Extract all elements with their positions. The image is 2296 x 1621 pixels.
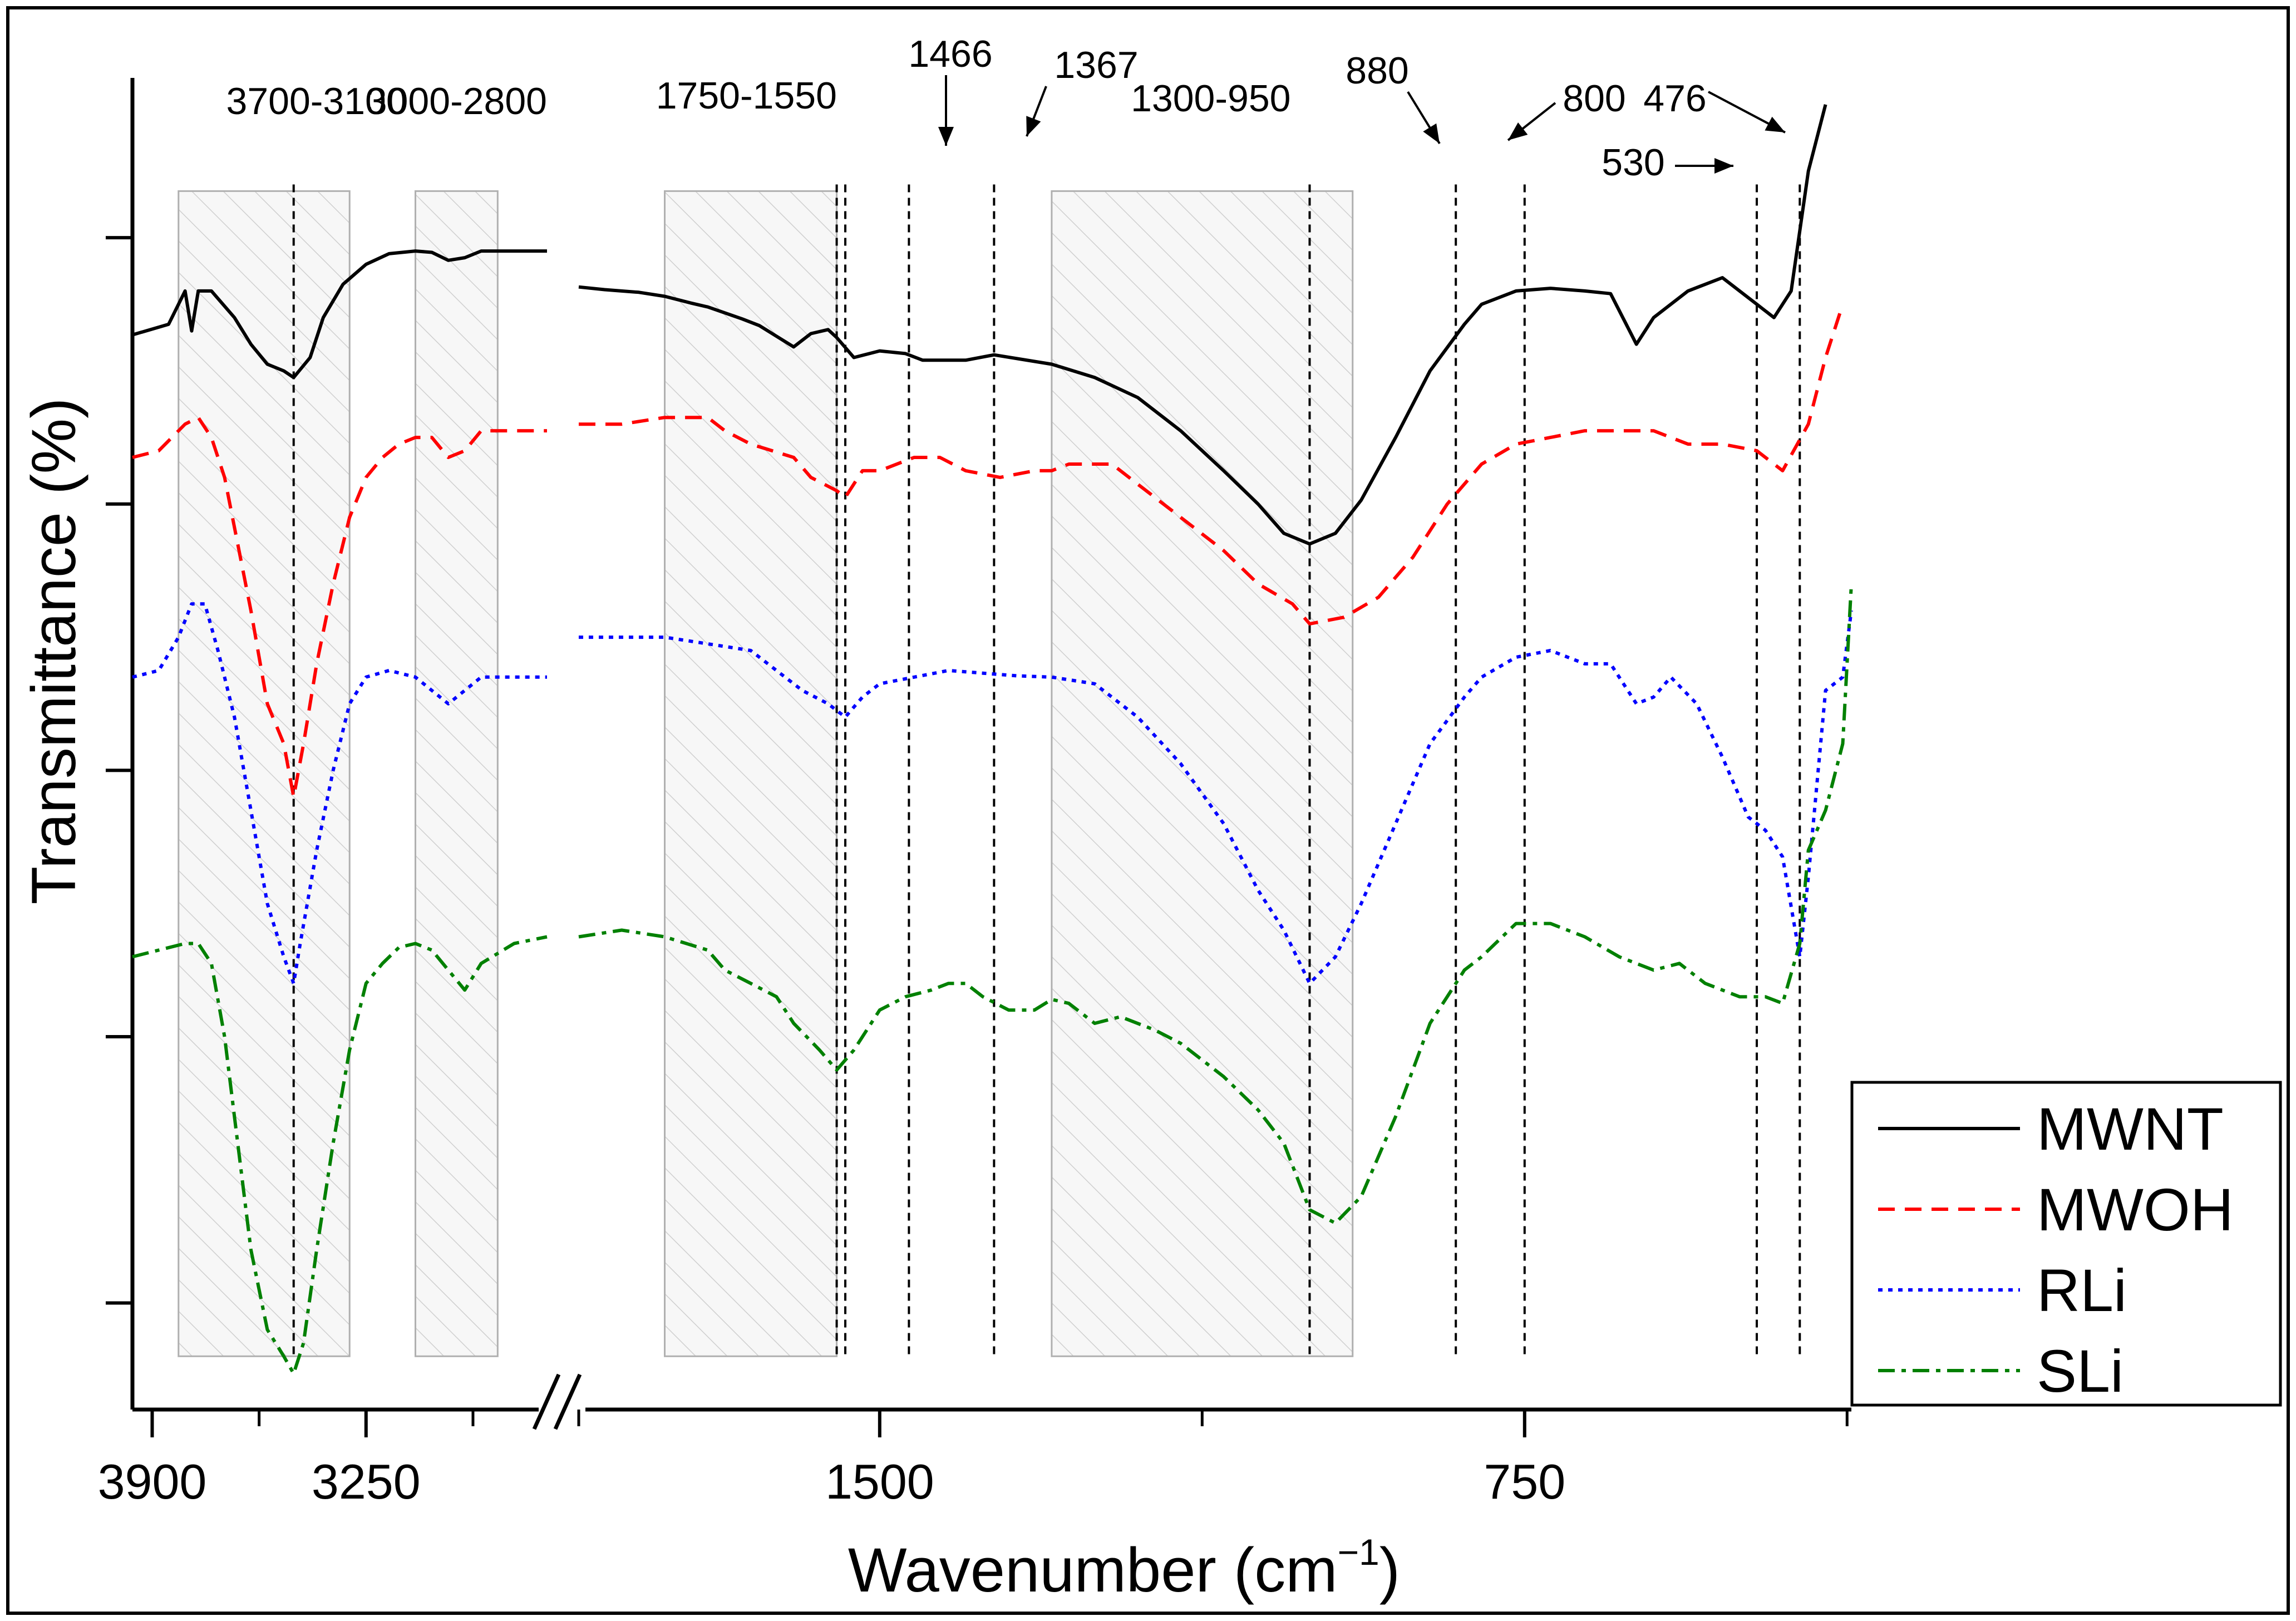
series-lines: [132, 104, 1853, 1376]
annotation-1300-950: 1300-950: [1131, 77, 1290, 120]
axis-break-mark-2: [553, 1373, 582, 1430]
legend-box: [1850, 1081, 2282, 1407]
series-mwoh-line-left: [132, 416, 547, 799]
legend-label-sli: SLi: [2037, 1337, 2123, 1405]
annotation-arrowhead-1367: [1026, 116, 1041, 136]
x-tick-label-1500: 1500: [825, 1454, 934, 1509]
x-ticks: 3900 3250 1500 750: [98, 1410, 1849, 1509]
y-ticks: [106, 236, 132, 1305]
x-tick-label-3900: 3900: [98, 1454, 207, 1509]
shaded-band-3: [1051, 190, 1354, 1357]
annotation-530: 530: [1602, 141, 1664, 184]
annotation-1367: 1367: [1054, 44, 1138, 86]
annotation-3000-2800: 3000-2800: [366, 80, 547, 122]
annotation-476: 476: [1643, 77, 1706, 120]
annotation-arrowhead-476: [1765, 116, 1785, 132]
shaded-band-0: [178, 190, 351, 1357]
axis-break-mark-1: [532, 1373, 561, 1430]
series-mwnt-line-right: [578, 104, 1827, 546]
annotation-3700-3100: 3700-3100: [226, 80, 407, 122]
legend-label-mwoh: MWOH: [2037, 1176, 2234, 1243]
annotation-arrowhead-1466: [938, 127, 954, 146]
legend-label-mwnt: MWNT: [2037, 1095, 2224, 1162]
legend: MWNT MWOH RLi SLi: [1850, 1081, 2282, 1407]
shaded-band-2: [664, 190, 838, 1357]
shaded-band-1: [414, 190, 499, 1357]
x-axis-label: Wavenumber (cm−1): [848, 1531, 1400, 1605]
annotation-880: 880: [1346, 50, 1408, 92]
annotation-arrowhead-880: [1423, 123, 1440, 144]
x-tick-label-750: 750: [1484, 1454, 1565, 1509]
shaded-bands: [178, 190, 1354, 1357]
series-sli-line-right: [578, 584, 1853, 1225]
series-rli-line-right: [579, 610, 1853, 986]
annotation-1466: 1466: [908, 33, 992, 75]
y-axis-label: Transmittance (%): [19, 398, 88, 905]
legend-label-rli: RLi: [2037, 1257, 2127, 1324]
outer-border: [6, 6, 2290, 1615]
x-tick-label-3250: 3250: [312, 1454, 421, 1509]
series-mwoh-line-right: [579, 303, 1845, 626]
reference-lines: [292, 184, 1801, 1357]
series-mwnt-line-left: [132, 249, 547, 380]
annotation-1750-1550: 1750-1550: [656, 75, 837, 117]
annotation-arrowhead-800: [1508, 122, 1528, 140]
annotation-800: 800: [1563, 77, 1625, 120]
annotation-arrowhead-530: [1714, 158, 1733, 174]
series-rli-line-left: [132, 602, 547, 986]
